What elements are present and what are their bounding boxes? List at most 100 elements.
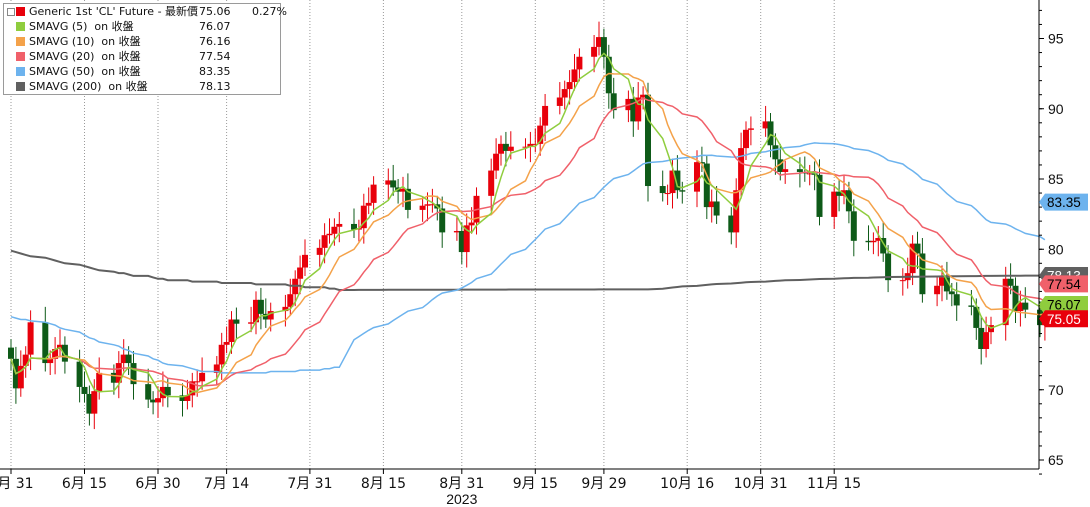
sma-lines-layer	[10, 52, 1046, 398]
legend-swatch-sma50	[16, 67, 25, 76]
candle-body-49	[336, 223, 343, 227]
candle-body-21	[150, 399, 157, 403]
candle-body-112	[772, 145, 779, 160]
candle-body-22	[155, 398, 161, 403]
candle-body-149	[1022, 302, 1029, 310]
candle-body-9	[61, 344, 68, 362]
axis-badge-label-3: 76.07	[1047, 297, 1081, 312]
axis-badge-4: 75.05	[1039, 310, 1088, 328]
candle-body-54	[370, 184, 377, 203]
candle-body-39	[267, 311, 274, 320]
axis-badge-label-4: 75.05	[1047, 312, 1081, 327]
candle-body-28	[194, 381, 201, 383]
candle-body-20	[145, 384, 152, 400]
candle-body-52	[360, 205, 367, 229]
legend-value-sma200: 78.13	[199, 80, 231, 93]
candle-body-34	[233, 319, 240, 324]
candle-body-30	[213, 364, 220, 373]
x-tick-label-10: 10月 31	[734, 476, 788, 492]
candle-body-83	[571, 69, 578, 83]
candle-body-91	[630, 98, 637, 122]
axis-badge-0: 83.35	[1039, 193, 1088, 211]
candle-body-18	[125, 354, 132, 364]
legend-row-sma50: SMAVG (50) on 收盤 83.35	[4, 64, 280, 79]
candle-body-142	[978, 327, 985, 350]
legend-row-sma200: SMAVG (200) on 收盤 78.13	[4, 79, 280, 94]
y-tick-label-1: 70	[1048, 382, 1064, 398]
candle-body-102	[703, 163, 710, 208]
candle-body-107	[738, 148, 745, 191]
axis-badge-bg-3	[1039, 295, 1088, 313]
candle-body-106	[733, 190, 740, 233]
candle-body-5	[42, 322, 49, 364]
candle-body-60	[419, 205, 426, 210]
candle-body-81	[561, 89, 568, 98]
candle-body-139	[953, 294, 960, 306]
year-label: 2023	[446, 491, 477, 507]
axis-badge-3: 76.07	[1039, 295, 1088, 313]
candle-body-120	[831, 191, 838, 217]
candle-body-56	[390, 180, 397, 188]
candle-body-85	[591, 46, 598, 57]
candle-body-110	[762, 121, 769, 129]
candle-body-136	[939, 277, 945, 286]
candle-body-130	[899, 280, 906, 282]
candle-body-89	[610, 93, 617, 111]
candle-body-62	[429, 204, 436, 206]
candle-body-79	[542, 105, 549, 126]
legend-swatch-sma20	[16, 52, 25, 61]
candle-body-74	[507, 146, 514, 151]
candle-body-94	[645, 94, 651, 187]
candle-body-47	[326, 233, 333, 236]
candle-body-101	[698, 162, 705, 164]
sma20-line	[10, 97, 1046, 387]
candle-body-50	[351, 223, 357, 230]
candle-body-78	[537, 125, 544, 144]
candle-body-31	[218, 344, 225, 365]
candle-body-2	[17, 365, 24, 389]
candle-body-72	[498, 143, 504, 154]
candle-body-44	[302, 254, 308, 268]
candle-body-41	[287, 294, 294, 307]
candle-body-113	[777, 159, 784, 172]
candle-body-77	[532, 143, 539, 145]
candle-body-105	[728, 215, 735, 233]
candle-body-71	[493, 153, 500, 171]
candle-body-117	[806, 173, 813, 175]
legend-value-price: 75.06	[199, 5, 231, 18]
candle-body-53	[365, 202, 372, 206]
x-tick-label-3: 7月 14	[204, 476, 249, 492]
candle-body-76	[527, 143, 534, 147]
legend-swatch-sma10	[16, 37, 25, 46]
x-tick-label-11: 11月 15	[807, 476, 861, 492]
legend-label-sma200: SMAVG (200) on 收盤	[29, 80, 148, 93]
legend-label-sma20: SMAVG (20) on 收盤	[29, 50, 141, 63]
legend-value-sma5: 76.07	[199, 20, 231, 33]
candle-body-45	[316, 247, 323, 255]
candle-body-114	[782, 169, 789, 172]
x-tick-label-6: 8月 31	[439, 476, 484, 492]
candle-body-35	[248, 322, 255, 324]
candle-body-128	[880, 238, 887, 254]
candle-body-16	[115, 363, 122, 383]
candle-body-97	[669, 170, 676, 194]
legend-change-price: 0.27%	[252, 5, 287, 18]
candle-body-48	[331, 226, 338, 234]
candle-body-143	[983, 332, 990, 350]
x-tick-label-9: 10月 16	[660, 476, 714, 492]
legend-row-sma20: SMAVG (20) on 收盤 77.54	[4, 49, 280, 64]
candle-body-146	[1007, 278, 1014, 286]
candle-body-109	[747, 128, 754, 130]
sma5-line	[10, 52, 1046, 398]
legend-collapse-box[interactable]	[7, 8, 15, 16]
axis-badge-label-2: 77.54	[1047, 277, 1081, 292]
candle-body-3	[22, 354, 29, 366]
candle-body-13	[91, 391, 98, 414]
candle-body-15	[110, 372, 117, 383]
legend-label-sma10: SMAVG (10) on 收盤	[29, 35, 141, 48]
candle-body-7	[52, 349, 59, 359]
candle-body-126	[870, 240, 877, 243]
legend-row-sma10: SMAVG (10) on 收盤 76.16	[4, 34, 280, 49]
